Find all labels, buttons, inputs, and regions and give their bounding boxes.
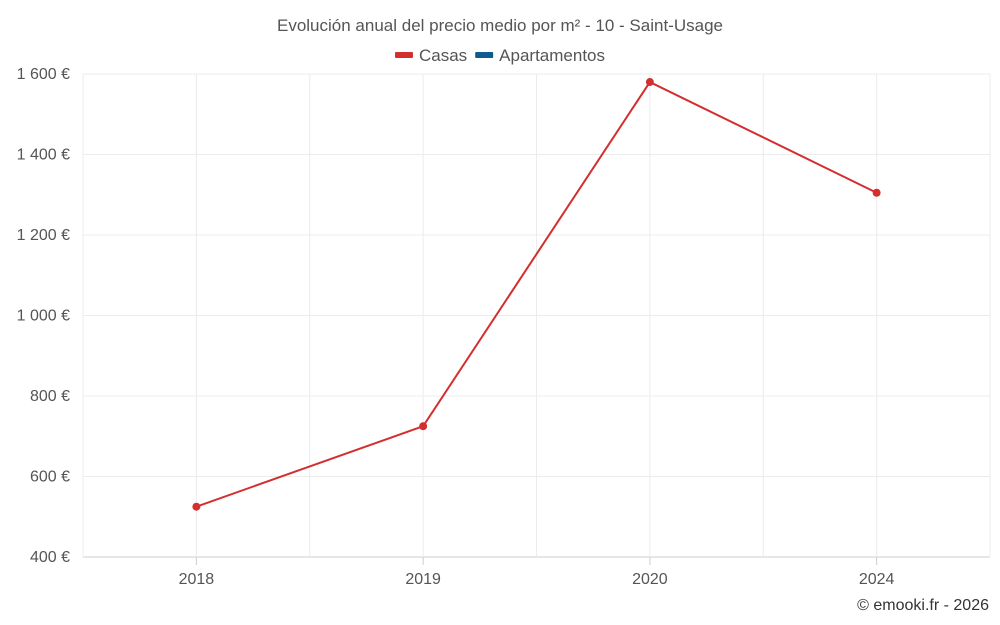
grid: [82, 73, 991, 558]
data-point-casas-2018[interactable]: [192, 502, 201, 511]
legend-label: Apartamentos: [499, 46, 605, 65]
legend-label: Casas: [419, 46, 467, 65]
x-tick-label: 2018: [179, 571, 215, 588]
legend: Casas Apartamentos: [394, 46, 605, 65]
series-layer: [192, 78, 881, 511]
y-tick-label: 800 €: [30, 388, 70, 405]
y-tick-label: 1 600 €: [17, 66, 70, 83]
y-tick-label: 1 400 €: [17, 147, 70, 164]
series-line-casas: [196, 81, 878, 508]
credit-text: © emooki.fr - 2026: [857, 597, 989, 614]
chart-title: Evolución anual del precio medio por m² …: [277, 16, 723, 35]
y-tick-label: 400 €: [30, 549, 70, 566]
y-tick-label: 1 000 €: [17, 308, 70, 325]
y-axis: 400 € 600 € 800 € 1 000 € 1 200 € 1 400 € 1 60…: [17, 66, 70, 566]
data-point-casas-2024[interactable]: [872, 188, 881, 197]
legend-item-casas[interactable]: Casas: [394, 46, 467, 65]
x-tick-label: 2024: [859, 571, 895, 588]
x-tick-label: 2019: [405, 571, 441, 588]
data-point-casas-2019[interactable]: [419, 422, 428, 431]
legend-item-apartamentos[interactable]: Apartamentos: [475, 46, 605, 65]
data-point-casas-2020[interactable]: [645, 78, 654, 87]
x-tick-label: 2020: [632, 571, 668, 588]
legend-swatch: [475, 52, 494, 58]
x-axis: 2018 2019 2020 2024: [179, 557, 895, 588]
y-tick-label: 600 €: [30, 469, 70, 486]
y-tick-label: 1 200 €: [17, 227, 70, 244]
legend-swatch: [394, 52, 413, 58]
